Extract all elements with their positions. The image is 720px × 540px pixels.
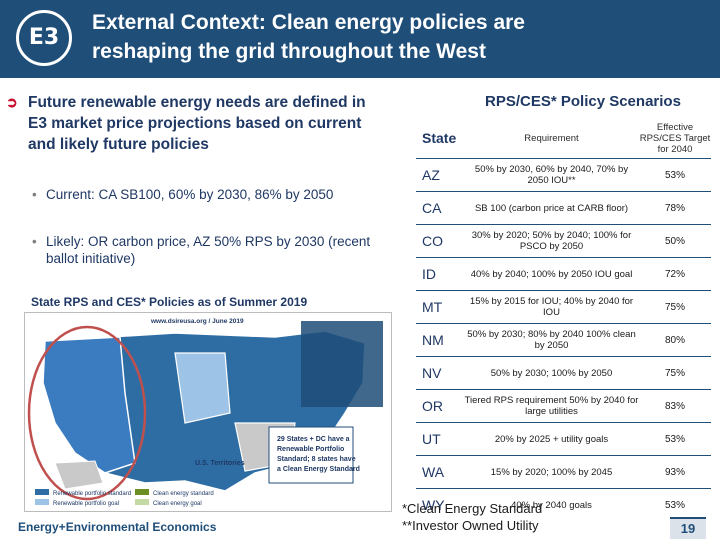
summary-box-line2: Renewable Portfolio — [277, 446, 344, 453]
legend-swatch-rpg — [35, 499, 49, 505]
map-caption: State RPS and CES* Policies as of Summer… — [31, 295, 308, 309]
col-header-target: Effective RPS/CES Target for 2040 — [639, 121, 711, 155]
requirement-cell: 50% by 2030; 80% by 2040 100% clean by 2… — [464, 323, 639, 357]
main-bullet-text: Future renewable energy needs are define… — [28, 94, 366, 153]
state-cell: CO — [416, 224, 464, 258]
table-row: NV 50% by 2030; 100% by 2050 75% — [416, 356, 711, 390]
title-line-2: reshaping the grid throughout the West — [92, 40, 486, 63]
requirement-cell: 40% by 2040 goals — [464, 488, 639, 521]
requirement-cell: 30% by 2020; 50% by 2040; 100% for PSCO … — [464, 224, 639, 258]
page-number: 19 — [670, 517, 706, 539]
arrow-bullet-icon: ➲ — [6, 94, 18, 110]
bullet-dot-icon: • — [32, 234, 37, 249]
us-map-graphic: 29 States + DC have a Renewable Portfoli… — [27, 318, 383, 507]
footnote-ces: *Clean Energy Standard — [402, 501, 543, 516]
state-cell: NV — [416, 356, 464, 390]
state-cell: ID — [416, 257, 464, 291]
state-cell: AZ — [416, 158, 464, 192]
state-cell: OR — [416, 389, 464, 423]
table-row: NM 50% by 2030; 80% by 2040 100% clean by… — [416, 323, 711, 357]
legend-label-ces: Clean energy standard — [153, 491, 214, 497]
target-cell: 75% — [639, 290, 711, 324]
target-cell: 72% — [639, 257, 711, 291]
summary-box-line1: 29 States + DC have a — [277, 436, 350, 443]
table-row: CO 30% by 2020; 50% by 2040; 100% for PSC… — [416, 224, 711, 258]
requirement-cell: 50% by 2030; 100% by 2050 — [464, 356, 639, 390]
title-line-1: External Context: Clean energy policies … — [92, 11, 525, 34]
central-goal-shape — [174, 352, 231, 424]
footer-brand: Energy+Environmental Economics — [18, 520, 217, 534]
requirement-cell: 20% by 2025 + utility goals — [464, 422, 639, 456]
table-row: WY 40% by 2040 goals 53% — [416, 488, 711, 521]
west-region-shape — [42, 336, 136, 474]
state-cell: WA — [416, 455, 464, 489]
legend-label-ceg: Clean energy goal — [153, 501, 202, 507]
sub-bullet-likely-text: Likely: OR carbon price, AZ 50% RPS by 2… — [46, 234, 371, 266]
col-header-state: State — [422, 130, 457, 146]
summary-box-line3: Standard; 8 states have — [277, 456, 356, 463]
legend-label-rps: Renewable portfolio standard — [53, 491, 131, 497]
rps-scenario-table: State Requirement Effective RPS/CES Targ… — [416, 118, 711, 521]
state-cell: UT — [416, 422, 464, 456]
summary-box-line4: a Clean Energy Standard — [277, 466, 360, 473]
legend-swatch-rps — [35, 489, 49, 495]
target-cell: 83% — [639, 389, 711, 423]
requirement-cell: 50% by 2030, 60% by 2040, 70% by 2050 IO… — [464, 158, 639, 192]
legend-label-rpg: Renewable portfolio goal — [53, 501, 119, 507]
requirement-cell: 15% by 2020; 100% by 2045 — [464, 455, 639, 489]
alaska-shape — [54, 460, 104, 490]
requirement-cell-ca: SB 100 (carbon price at CARB floor) — [474, 202, 629, 214]
table-row: OR Tiered RPS requirement 50% by 2040 for… — [416, 389, 711, 423]
target-cell: 80% — [639, 323, 711, 357]
e3-logo: E3 — [16, 10, 72, 66]
state-cell: CA — [416, 191, 464, 225]
target-cell: 50% — [639, 224, 711, 258]
target-cell: 75% — [639, 356, 711, 390]
table-row: CA SB 100 (carbon price at CARB floor) 78% — [416, 191, 711, 225]
table-row: UT 20% by 2025 + utility goals 53% — [416, 422, 711, 456]
bullet-dot-icon: • — [32, 187, 37, 202]
table-header-row: State Requirement Effective RPS/CES Targ… — [416, 118, 711, 159]
slide-title: External Context: Clean energy policies … — [92, 8, 702, 66]
target-cell: 53% — [639, 488, 711, 521]
legend-swatch-ces — [135, 489, 149, 495]
target-cell: 93% — [639, 455, 711, 489]
target-cell: 78% — [639, 191, 711, 225]
requirement-cell: SB 100 (carbon price at CARB floor) — [464, 191, 639, 225]
table-row: AZ 50% by 2030, 60% by 2040, 70% by 2050 … — [416, 158, 711, 192]
requirement-cell: 15% by 2015 for IOU; 40% by 2040 for IOU — [464, 290, 639, 324]
us-policy-map: 29 States + DC have a Renewable Portfoli… — [24, 312, 392, 512]
legend-swatch-ceg — [135, 499, 149, 505]
sub-bullet-likely: • Likely: OR carbon price, AZ 50% RPS by… — [32, 233, 376, 267]
territories-title: U.S. Territories — [195, 460, 245, 467]
footnotes: *Clean Energy Standard **Investor Owned … — [402, 500, 542, 534]
sub-bullet-current-text: Current: CA SB100, 60% by 2030, 86% by 2… — [46, 187, 334, 202]
state-cell: MT — [416, 290, 464, 324]
west-highlight-circle — [27, 325, 147, 501]
main-bullet: ➲ Future renewable energy needs are defi… — [6, 92, 373, 155]
requirement-cell: 40% by 2040; 100% by 2050 IOU goal — [464, 257, 639, 291]
target-cell: 53% — [639, 422, 711, 456]
table-row: MT 15% by 2015 for IOU; 40% by 2040 for I… — [416, 290, 711, 324]
footnote-iou: **Investor Owned Utility — [402, 518, 539, 533]
requirement-cell: Tiered RPS requirement 50% by 2040 for l… — [464, 389, 639, 423]
state-cell: NM — [416, 323, 464, 357]
map-source: www.dsireusa.org / June 2019 — [150, 318, 244, 325]
state-cell: WY — [416, 488, 464, 521]
sub-bullet-current: • Current: CA SB100, 60% by 2030, 86% by… — [32, 186, 376, 203]
target-cell: 53% — [639, 158, 711, 192]
col-header-requirement: Requirement — [524, 132, 579, 144]
rps-table-title: RPS/CES* Policy Scenarios — [485, 93, 681, 110]
table-row: ID 40% by 2040; 100% by 2050 IOU goal 72% — [416, 257, 711, 291]
table-row: WA 15% by 2020; 100% by 2045 93% — [416, 455, 711, 489]
slide-header: E3 External Context: Clean energy polici… — [0, 0, 720, 78]
summary-box — [268, 426, 354, 484]
northeast-legend-box — [301, 321, 383, 407]
